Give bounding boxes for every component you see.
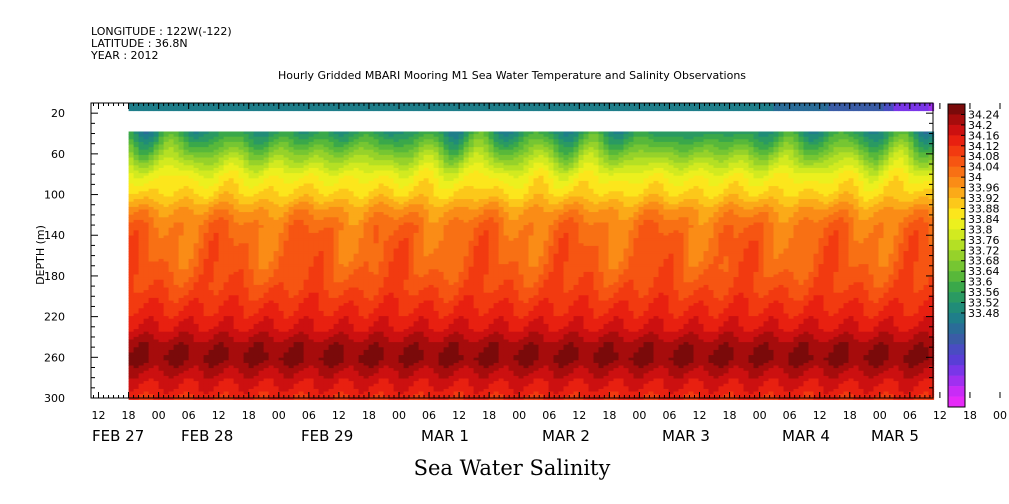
year-label: YEAR : 2012 (90, 49, 159, 62)
chart-title: Hourly Gridded MBARI Mooring M1 Sea Wate… (278, 69, 746, 82)
salinity-heatmap (129, 103, 935, 400)
